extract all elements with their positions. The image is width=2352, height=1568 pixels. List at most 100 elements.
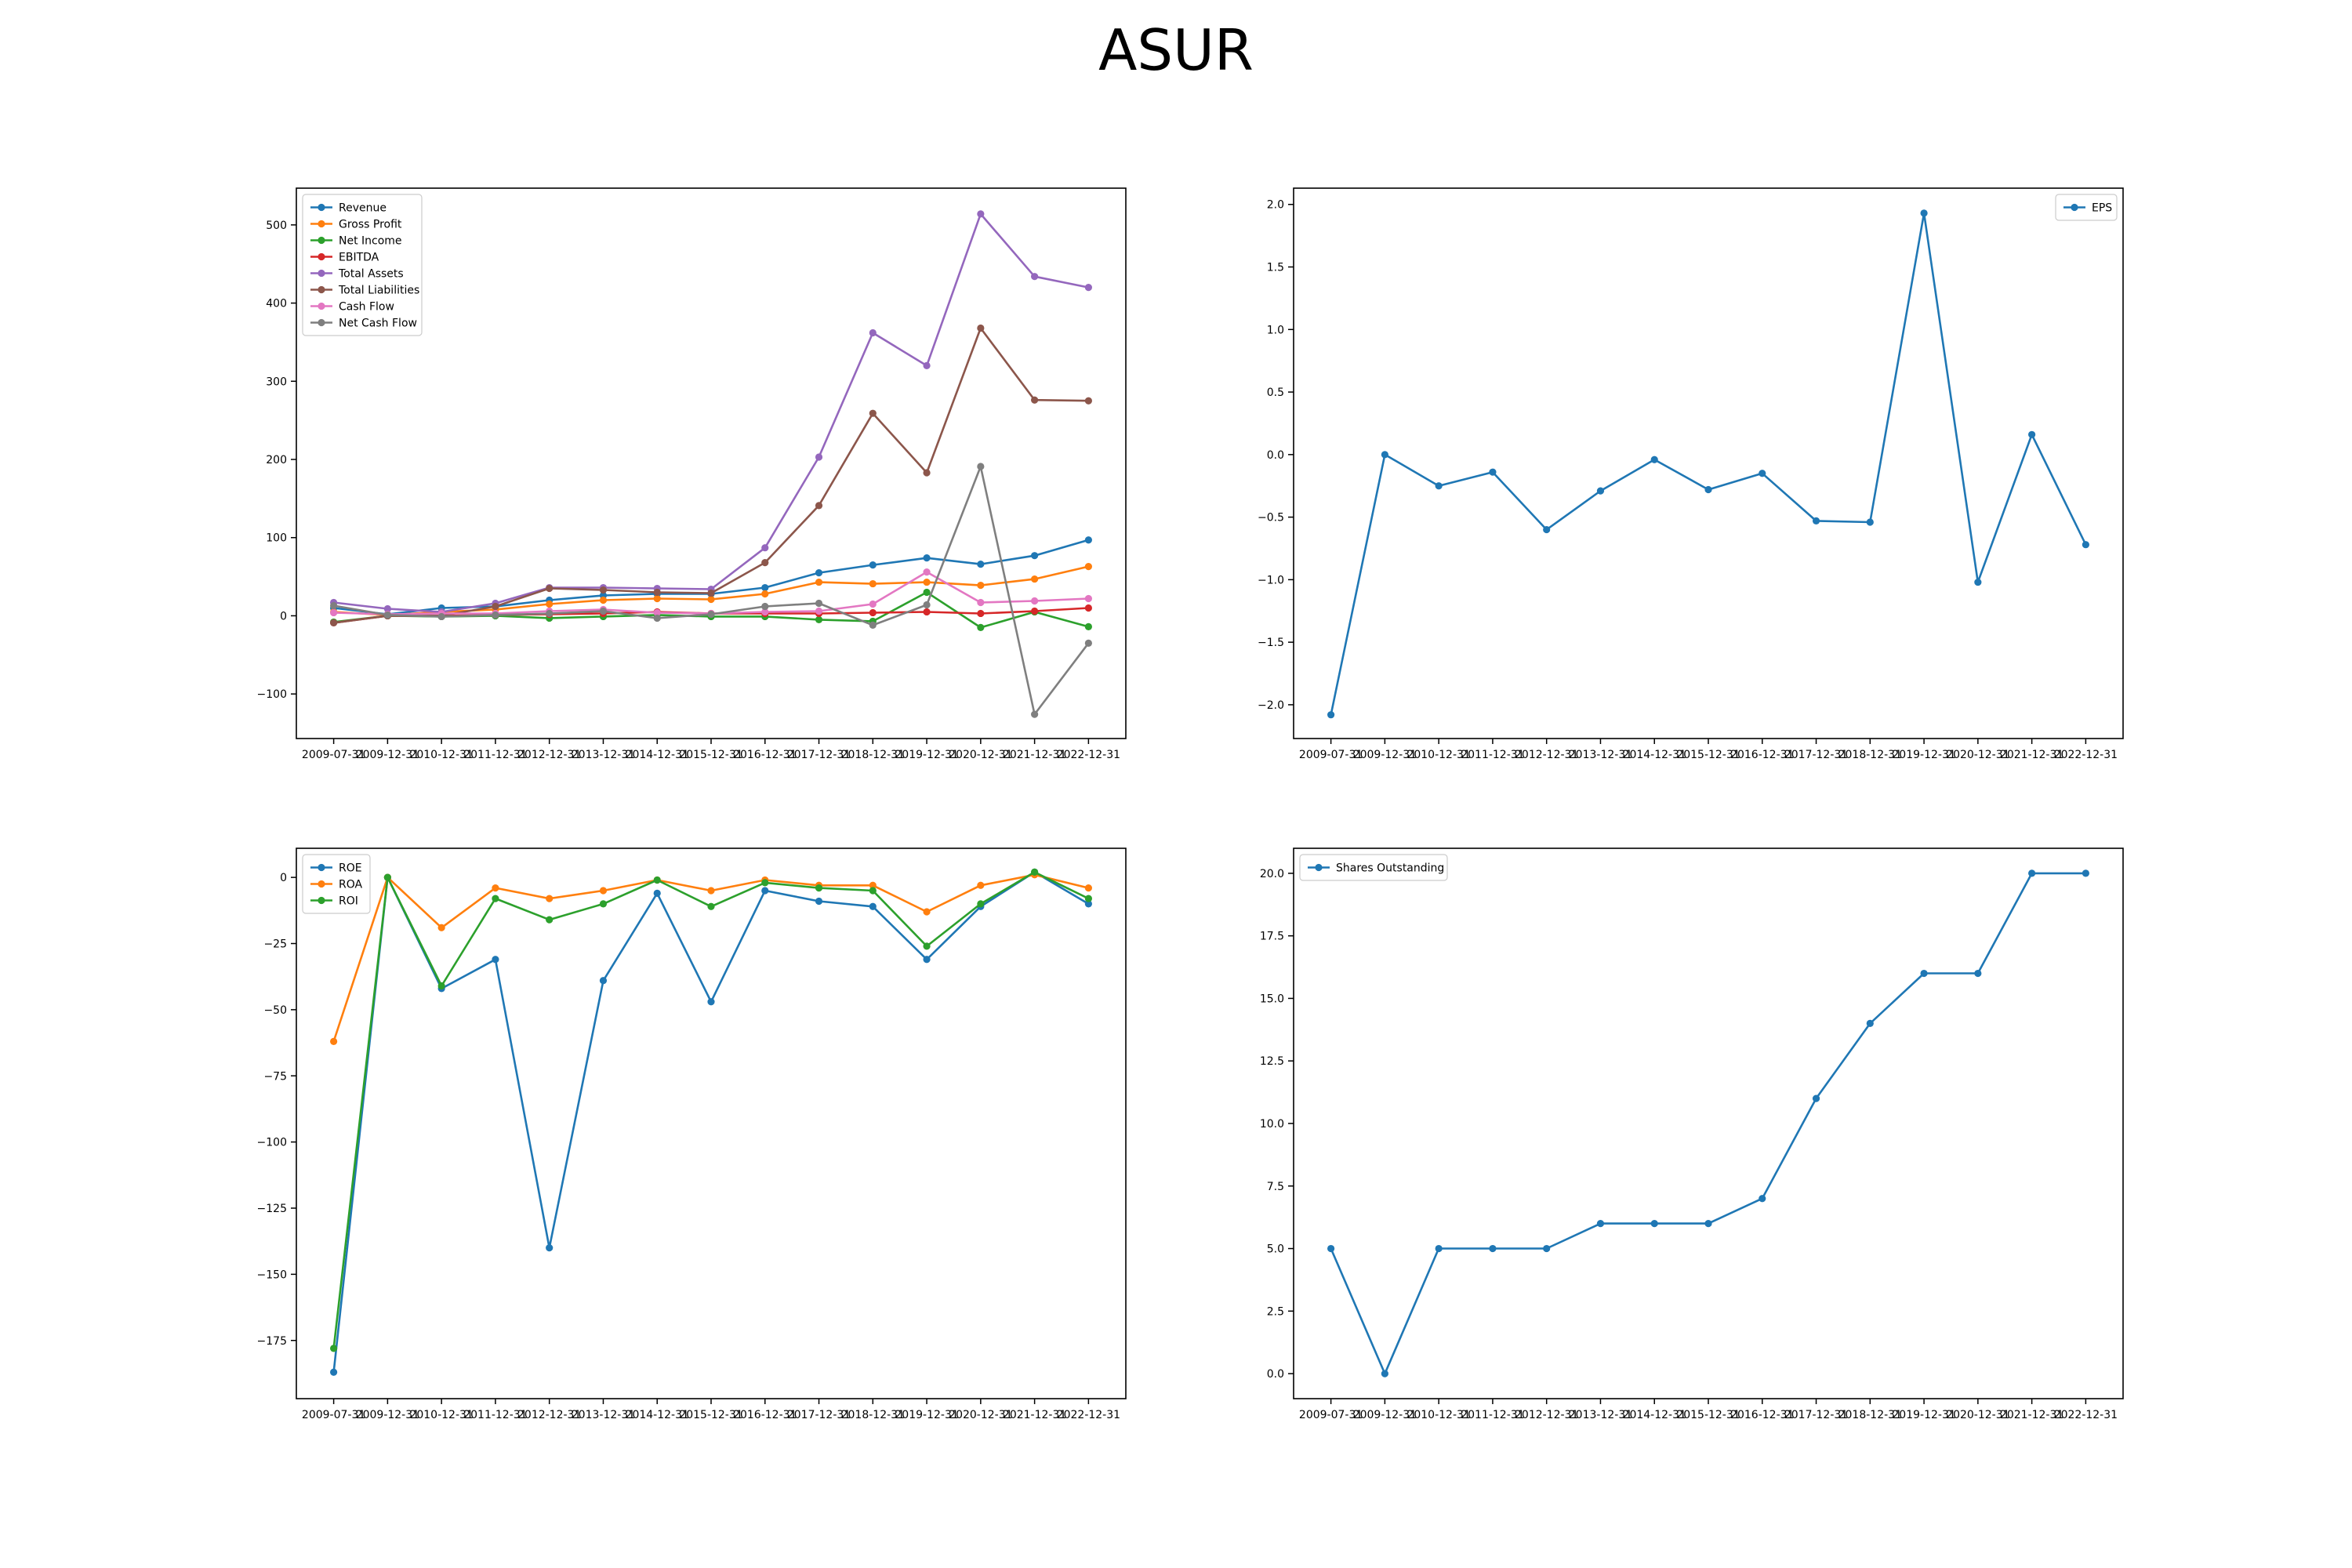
y-tick-label: 200	[266, 454, 287, 466]
data-point	[923, 361, 931, 369]
legend-label: ROI	[339, 895, 358, 908]
data-point	[923, 956, 931, 964]
data-point	[653, 608, 661, 617]
y-tick-label: −1.0	[1258, 574, 1284, 586]
x-tick-label: 2022-12-31	[2054, 749, 2118, 761]
x-tick-label: 2011-12-31	[1461, 749, 1524, 761]
data-point	[761, 583, 769, 592]
y-tick-label: 0.0	[1267, 449, 1284, 462]
y-tick-label: 20.0	[1260, 868, 1284, 880]
data-point	[1327, 1244, 1335, 1253]
data-point	[599, 607, 608, 615]
data-point	[330, 1345, 338, 1352]
x-tick-label: 2010-12-31	[409, 1409, 473, 1421]
data-point	[437, 924, 445, 931]
x-tick-label: 2010-12-31	[1406, 1409, 1470, 1421]
data-point	[761, 590, 769, 598]
x-tick-label: 2016-12-31	[1730, 749, 1794, 761]
legend-marker	[318, 203, 325, 212]
data-point	[1031, 396, 1039, 404]
legend-label: EPS	[2092, 202, 2112, 215]
data-point	[1031, 273, 1039, 281]
data-point	[437, 612, 445, 621]
data-point	[330, 608, 338, 617]
data-point	[653, 889, 661, 897]
data-point	[707, 902, 715, 910]
data-point	[869, 902, 877, 910]
data-point	[977, 598, 985, 607]
y-tick-label: 7.5	[1267, 1181, 1284, 1193]
x-tick-label: 2009-12-31	[356, 1409, 419, 1421]
x-tick-label: 2014-12-31	[626, 749, 689, 761]
series-eps	[1327, 209, 2089, 719]
data-point	[546, 609, 554, 618]
data-point	[492, 895, 499, 902]
x-tick-label: 2011-12-31	[463, 749, 527, 761]
data-point	[923, 554, 931, 562]
data-point	[1759, 1195, 1766, 1203]
y-tick-label: −175	[257, 1335, 287, 1348]
y-tick-label: 2.5	[1267, 1305, 1284, 1318]
data-point	[707, 610, 715, 619]
data-point	[761, 602, 769, 611]
legend-box	[2055, 194, 2118, 221]
x-tick-label: 2013-12-31	[1569, 749, 1632, 761]
data-point	[1084, 900, 1092, 908]
x-tick-label: 2017-12-31	[1784, 1409, 1848, 1421]
data-point	[815, 615, 823, 624]
x-tick-label: 2012-12-31	[1515, 749, 1578, 761]
data-point	[815, 502, 823, 510]
data-point	[1543, 1244, 1551, 1253]
data-point	[1812, 517, 1820, 524]
y-tick-label: −150	[257, 1269, 287, 1281]
legend-marker	[318, 220, 325, 228]
data-point	[815, 884, 823, 892]
data-point	[1084, 604, 1092, 612]
x-tick-label: 2016-12-31	[1730, 1409, 1794, 1421]
data-point	[1489, 468, 1497, 476]
data-point	[1031, 552, 1039, 560]
x-tick-label: 2016-12-31	[733, 749, 797, 761]
x-tick-label: 2020-12-31	[949, 749, 1012, 761]
data-point	[492, 956, 499, 964]
data-point	[599, 977, 608, 985]
x-tick-label: 2018-12-31	[1838, 1409, 1902, 1421]
data-point	[761, 544, 769, 552]
legend-label: ROA	[339, 879, 363, 891]
data-point	[869, 328, 877, 337]
data-point	[815, 897, 823, 906]
legend-marker	[318, 302, 325, 310]
y-tick-label: −1.5	[1258, 637, 1284, 649]
data-point	[707, 589, 715, 597]
data-point	[546, 916, 554, 924]
data-point	[923, 601, 931, 609]
data-point	[1435, 1244, 1443, 1253]
data-point	[1650, 456, 1658, 463]
x-tick-label: 2022-12-31	[1057, 1409, 1120, 1421]
legend-marker	[318, 318, 325, 327]
plot-area	[296, 187, 1127, 739]
data-point	[2082, 541, 2089, 549]
x-tick-label: 2012-12-31	[517, 749, 581, 761]
y-tick-label: 15.0	[1260, 993, 1284, 1005]
series-net-cash-flow	[330, 463, 1092, 718]
y-tick-label: 5.0	[1267, 1243, 1284, 1256]
data-point	[492, 884, 499, 892]
legend-label: Total Liabilities	[338, 285, 419, 297]
legend-marker	[318, 252, 325, 261]
data-point	[1031, 597, 1039, 605]
x-tick-label: 2021-12-31	[1003, 749, 1066, 761]
data-point	[599, 900, 608, 908]
chart-shares-outstanding: 0.0 2.5 5.0 7.5 10.0 12.5 15.0 17.5 20.0 2009-07-…	[1260, 848, 2124, 1421]
data-point	[869, 600, 877, 608]
legend-label: Shares Outstanding	[1336, 862, 1444, 875]
x-tick-label: 2009-12-31	[1353, 749, 1417, 761]
data-point	[1759, 470, 1766, 477]
data-point	[1084, 536, 1092, 544]
x-tick-label: 2009-12-31	[1353, 1409, 1417, 1421]
legend-marker	[1315, 863, 1323, 872]
y-tick-label: −100	[257, 688, 287, 701]
data-point	[1031, 868, 1039, 876]
data-point	[1866, 1019, 1874, 1027]
data-point	[1381, 1370, 1388, 1377]
